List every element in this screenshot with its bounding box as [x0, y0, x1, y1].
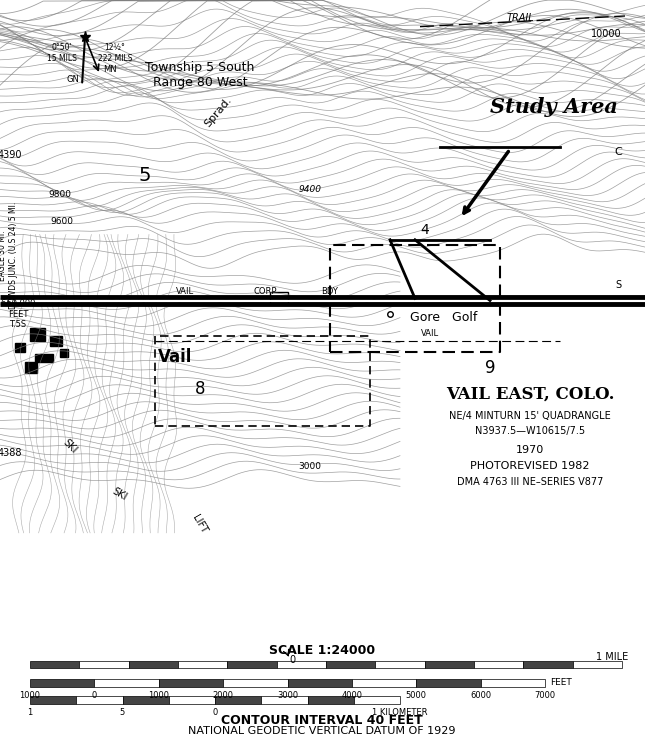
Bar: [270, 292, 288, 303]
Text: FEET: FEET: [550, 678, 571, 687]
Text: 0: 0: [92, 691, 97, 700]
Text: EAGLE 30 MI.
DOWDS JUNC. (U.S 24) 5 MI.: EAGLE 30 MI. DOWDS JUNC. (U.S 24) 5 MI.: [0, 202, 17, 309]
Bar: [76, 696, 123, 704]
Text: 9400: 9400: [299, 184, 321, 194]
Bar: [353, 696, 400, 704]
Text: 5: 5: [139, 166, 151, 185]
Bar: [261, 696, 308, 704]
Text: 1: 1: [27, 708, 33, 717]
Text: 2000: 2000: [213, 691, 233, 700]
Bar: [169, 696, 215, 704]
Text: 5000: 5000: [406, 691, 427, 700]
Bar: [223, 678, 288, 686]
Text: Vail: Vail: [158, 348, 192, 366]
Text: 3000: 3000: [277, 691, 298, 700]
Text: BDY: BDY: [322, 287, 339, 296]
Bar: [424, 661, 474, 668]
Bar: [79, 661, 128, 668]
Bar: [215, 696, 261, 704]
Text: 1 KILOMETER: 1 KILOMETER: [372, 708, 428, 717]
Text: 1000: 1000: [148, 691, 169, 700]
Text: 12½°
222 MILS: 12½° 222 MILS: [98, 43, 132, 62]
Bar: [50, 336, 62, 346]
Text: 0°50'
15 MILS: 0°50' 15 MILS: [47, 43, 77, 62]
Text: 4: 4: [421, 223, 430, 237]
Bar: [308, 696, 353, 704]
Text: 660 000
FEET
T.5S: 660 000 FEET T.5S: [1, 299, 35, 329]
Text: 0: 0: [212, 708, 217, 717]
Text: PHOTOREVISED 1982: PHOTOREVISED 1982: [470, 461, 590, 470]
Text: Study Area: Study Area: [490, 96, 618, 117]
Bar: [288, 678, 352, 686]
Bar: [352, 678, 416, 686]
Text: 9600: 9600: [50, 217, 74, 226]
Bar: [35, 354, 53, 362]
Bar: [25, 362, 37, 373]
Text: SKI: SKI: [61, 437, 79, 455]
Text: Sprad.: Sprad.: [203, 95, 233, 129]
Text: SKI: SKI: [111, 487, 129, 503]
Bar: [277, 661, 326, 668]
Text: CONTOUR INTERVAL 40 FEET: CONTOUR INTERVAL 40 FEET: [221, 714, 423, 728]
Bar: [474, 661, 523, 668]
Text: LIFT: LIFT: [191, 513, 209, 535]
Text: 5: 5: [120, 708, 125, 717]
Text: 10000: 10000: [591, 29, 622, 39]
Text: 8: 8: [195, 380, 205, 398]
Text: 7000: 7000: [535, 691, 555, 700]
Text: 9800: 9800: [48, 190, 72, 199]
Text: NATIONAL GEODETIC VERTICAL DATUM OF 1929: NATIONAL GEODETIC VERTICAL DATUM OF 1929: [188, 726, 456, 735]
Bar: [123, 696, 169, 704]
Text: 3000: 3000: [299, 462, 321, 471]
Text: C: C: [614, 146, 622, 157]
Text: Gore   Golf: Gore Golf: [410, 311, 477, 324]
Bar: [481, 678, 545, 686]
Text: 1000: 1000: [19, 691, 41, 700]
Text: 0: 0: [289, 655, 295, 664]
Text: 1970: 1970: [516, 445, 544, 455]
Bar: [128, 661, 178, 668]
Text: 1 MILE: 1 MILE: [596, 651, 628, 662]
Text: NE/4 MINTURN 15' QUADRANGLE: NE/4 MINTURN 15' QUADRANGLE: [449, 411, 611, 420]
Text: N3937.5—W10615/7.5: N3937.5—W10615/7.5: [475, 426, 585, 436]
Bar: [60, 348, 68, 357]
Bar: [523, 661, 573, 668]
Bar: [30, 329, 45, 341]
Text: GN: GN: [66, 75, 79, 84]
Bar: [326, 661, 375, 668]
Bar: [416, 678, 481, 686]
Text: VAIL: VAIL: [176, 287, 194, 296]
Bar: [227, 661, 277, 668]
Text: VAIL: VAIL: [421, 329, 439, 337]
Bar: [375, 661, 424, 668]
Text: DMA 4763 III NE–SERIES V877: DMA 4763 III NE–SERIES V877: [457, 477, 603, 487]
Text: TRAIL: TRAIL: [506, 13, 534, 24]
Text: SCALE 1:24000: SCALE 1:24000: [269, 645, 375, 658]
Bar: [30, 678, 94, 686]
Text: CORP: CORP: [253, 287, 277, 296]
Text: 4000: 4000: [341, 691, 362, 700]
Bar: [178, 661, 227, 668]
Text: 4390: 4390: [0, 149, 23, 159]
Bar: [30, 661, 79, 668]
Bar: [573, 661, 622, 668]
Bar: [30, 696, 76, 704]
Text: 9: 9: [485, 359, 495, 377]
Text: S: S: [616, 280, 622, 290]
Bar: [15, 343, 25, 351]
Text: Township 5 South
Range 80 West: Township 5 South Range 80 West: [145, 60, 255, 89]
Text: 6000: 6000: [470, 691, 491, 700]
Text: MN: MN: [103, 65, 117, 74]
Bar: [159, 678, 223, 686]
Text: VAIL EAST, COLO.: VAIL EAST, COLO.: [446, 386, 614, 403]
Bar: [94, 678, 159, 686]
Text: 4388: 4388: [0, 448, 23, 458]
